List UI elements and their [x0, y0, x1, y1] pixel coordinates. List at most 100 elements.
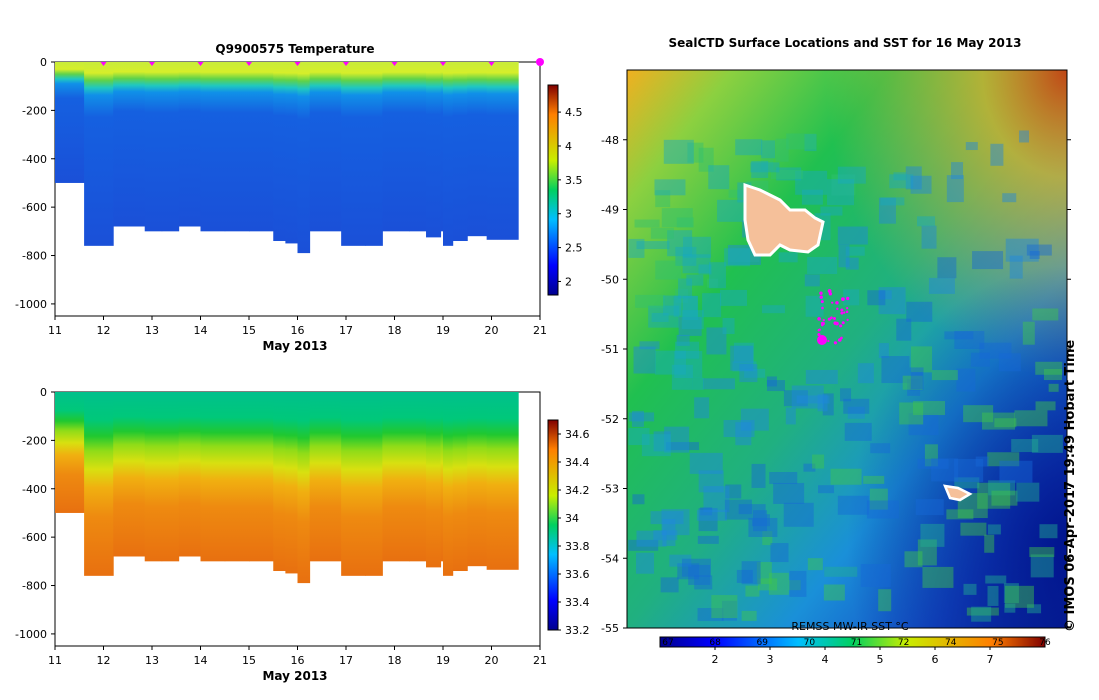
track-point [846, 318, 849, 321]
profile-cell [341, 392, 366, 576]
track-point [827, 289, 832, 293]
profile-cell [55, 392, 85, 513]
salinity-cells [55, 392, 519, 584]
x-tick-label: 13 [145, 324, 159, 337]
x-tick-label: 17 [339, 324, 353, 337]
sst-colorbar-ticks: 2 3 4 5 6 7 [712, 647, 994, 666]
x-tick-label: 15 [242, 654, 256, 667]
sst-top-tick-label: 70 [804, 638, 816, 648]
track-point [840, 311, 844, 315]
y-tick-label: -800 [22, 250, 47, 263]
x-tick-label: 20 [485, 654, 499, 667]
sst-map-title: SealCTD Surface Locations and SST for 16… [668, 36, 1021, 50]
track-point [821, 323, 824, 327]
track-point [817, 333, 821, 337]
y-tick-label: -400 [22, 153, 47, 166]
lat-tick-label: -53 [601, 483, 619, 496]
profile-marker [343, 62, 349, 66]
temperature-panel: Q9900575 Temperature 0 -200 -400 -600 -800 -1… [15, 42, 582, 353]
sst-colorbar-label: REMSS MW-IR SST °C [791, 620, 909, 633]
y-tick-label: -600 [22, 531, 47, 544]
track-point [832, 316, 836, 321]
profile-cell [144, 392, 163, 562]
profile-cell [426, 62, 442, 238]
colorbar-tick-label: 34 [565, 512, 579, 525]
profile-cell [440, 62, 444, 232]
temperature-colorbar-ticks: 2 2.5 3 3.5 4 4.5 [558, 106, 583, 288]
profile-cell [178, 392, 201, 557]
track-point [838, 338, 842, 342]
track-point [830, 316, 833, 320]
profile-cell [161, 62, 180, 232]
sst-map-field [627, 70, 1067, 628]
profile-cell [161, 392, 180, 562]
profile-cell [486, 62, 519, 240]
profile-cell [273, 392, 286, 572]
track-point [827, 339, 830, 343]
y-tick-label: -800 [22, 580, 47, 593]
y-tick-label: -1000 [15, 628, 47, 641]
colorbar-tick-label: 33.6 [565, 568, 590, 581]
colorbar-tick-label: 34.6 [565, 428, 590, 441]
profile-cell [309, 392, 342, 562]
sst-tick-label: 2 [712, 653, 719, 666]
track-point [831, 301, 834, 304]
profile-cell [467, 392, 488, 567]
profile-cell [409, 62, 427, 232]
y-tick-label: -400 [22, 483, 47, 496]
profile-cell [409, 392, 427, 562]
y-tick-label: -200 [22, 434, 47, 447]
sst-map-panel: SealCTD Surface Locations and SST for 16… [601, 36, 1071, 666]
island-kerguelen [743, 182, 825, 257]
profile-cell [365, 62, 383, 246]
x-tick-label: 11 [48, 324, 62, 337]
profile-cell [467, 62, 488, 237]
profile-marker [197, 62, 204, 66]
profile-cell [178, 62, 201, 227]
track-point [833, 341, 837, 345]
island-heard [942, 484, 973, 502]
profile-cell [249, 392, 274, 562]
sst-top-tick-label: 76 [1039, 638, 1051, 648]
x-tick-label: 14 [194, 324, 208, 337]
sst-map-y-ticks: -48 -49 -50 -51 -52 -53 -54 -55 [601, 134, 1071, 635]
sst-colorbar [659, 636, 1046, 648]
colorbar-tick-label: 33.4 [565, 596, 590, 609]
track-point [828, 292, 833, 296]
y-tick-label: 0 [40, 56, 47, 69]
lat-tick-label: -54 [601, 552, 619, 565]
profile-cell [452, 62, 468, 242]
profile-cell [249, 62, 274, 232]
colorbar-tick-label: 34.4 [565, 456, 590, 469]
credit-text: © IMOS 06-Apr-2017 19:49 Hobart Time [1063, 339, 1078, 632]
colorbar-tick-label: 33.8 [565, 540, 590, 553]
track-point [827, 317, 831, 321]
track-point [840, 308, 844, 312]
profile-cell [224, 392, 250, 562]
y-tick-label: -200 [22, 104, 47, 117]
profile-marker [391, 62, 398, 66]
profile-cell [297, 392, 311, 584]
sst-top-tick-label: 67 [662, 638, 673, 648]
track-point [819, 291, 823, 295]
salinity-colorbar [547, 419, 559, 631]
x-tick-label: 14 [194, 654, 208, 667]
lat-tick-label: -48 [601, 134, 619, 147]
x-tick-label: 16 [291, 324, 305, 337]
track-point [845, 310, 849, 314]
track-point [817, 317, 821, 321]
x-tick-label: 13 [145, 654, 159, 667]
x-tick-label: 16 [291, 654, 305, 667]
sst-top-tick-label: 74 [945, 638, 957, 648]
profile-cell [486, 392, 519, 570]
sst-colorbar-top-ticks: 67 68 69 70 71 72 74 75 76 [662, 638, 1051, 648]
y-tick-label: 0 [40, 386, 47, 399]
colorbar-tick-label: 33.2 [565, 624, 590, 637]
sst-top-tick-label: 69 [757, 638, 769, 648]
profile-marker [488, 62, 495, 66]
profile-cell [200, 62, 226, 232]
lat-tick-label: -49 [601, 204, 619, 217]
profile-cell [341, 62, 366, 246]
profile-cell [285, 62, 298, 244]
track-point [839, 324, 843, 328]
